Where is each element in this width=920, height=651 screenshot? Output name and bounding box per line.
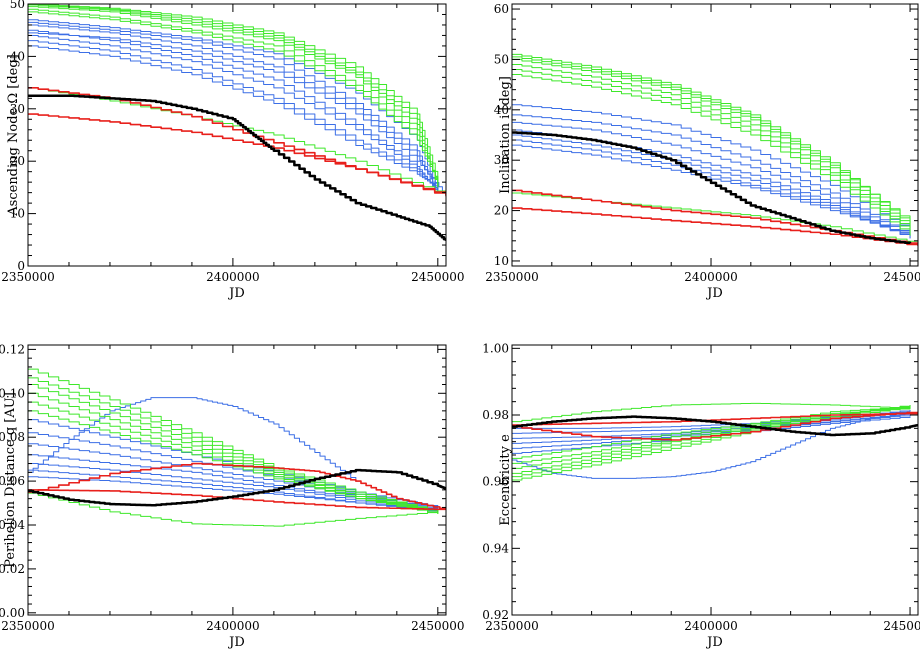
series-line-2 — [512, 411, 918, 441]
x-tick-label: 2400000 — [684, 270, 737, 284]
y-tick-label: 30 — [494, 153, 509, 167]
series-line-11 — [28, 476, 439, 510]
series-line-16 — [512, 56, 911, 224]
series-line-3 — [512, 402, 911, 423]
x-tick-label: 2450000 — [411, 619, 464, 633]
y-tick-label: 0 — [17, 259, 25, 273]
series-line-9 — [28, 21, 439, 193]
series-line-3 — [28, 19, 439, 191]
y-axis-label: Inclination i [deg] — [498, 76, 513, 194]
series-line-9 — [512, 139, 911, 239]
y-axis-label: Perihelion Distance q [AU] — [3, 392, 18, 568]
panel-top-left: 2350000 2400000 2450000 0 10 20 30 40 50 JD Ascend… — [1, 0, 464, 301]
series-line-17 — [28, 410, 439, 515]
panel-top-right: 2350000 2400000 2450000 10 20 30 40 50 60 JD Incli… — [485, 2, 920, 301]
x-tick-label: 2400000 — [206, 270, 259, 284]
series-group — [512, 53, 918, 246]
y-tick-label: 0.98 — [482, 408, 509, 422]
series-group — [28, 368, 446, 527]
series-line-15 — [28, 4, 439, 180]
y-axis-label: Eccentricity e — [498, 434, 513, 526]
panel-bottom-left: 2350000 2400000 2450000 0.00 0.02 0.04 0.06 0.0… — [0, 342, 465, 650]
series-line-0 — [28, 94, 446, 241]
y-tick-label: 20 — [10, 154, 25, 168]
plot-frame — [27, 3, 447, 267]
series-line-0 — [512, 131, 912, 244]
plot-frame — [511, 3, 919, 267]
y-tick-label: 0.08 — [0, 430, 25, 444]
y-tick-label: 20 — [494, 204, 509, 218]
series-line-16 — [512, 406, 911, 459]
series-line-4 — [512, 104, 911, 231]
series-line-8 — [28, 45, 439, 188]
series-line-12 — [512, 58, 911, 229]
y-tick-label: 0.96 — [482, 475, 509, 489]
series-line-5 — [512, 114, 911, 236]
y-tick-label: 50 — [10, 0, 25, 11]
series-group — [512, 402, 918, 481]
series-line-1 — [28, 489, 446, 511]
series-line-8 — [512, 134, 911, 239]
y-tick-label: 40 — [494, 103, 509, 117]
y-tick-label: 0.12 — [0, 342, 25, 356]
series-line-15 — [512, 408, 911, 464]
series-line-6 — [512, 121, 911, 236]
series-line-7 — [28, 443, 439, 508]
x-tick-label: 2350000 — [485, 270, 538, 284]
panel-bottom-right: 2350000 2400000 2450000 0.92 0.94 0.96 0.98 1.0… — [482, 341, 920, 650]
y-tick-label: 50 — [494, 52, 509, 66]
x-tick-label: 2350000 — [1, 270, 54, 284]
y-tick-label: 30 — [10, 102, 25, 116]
x-tick-label: 2450000 — [411, 270, 464, 284]
series-line-2 — [28, 462, 446, 510]
y-tick-label: 60 — [494, 2, 509, 16]
series-line-2 — [512, 207, 918, 246]
y-tick-label: 0.10 — [0, 386, 25, 400]
series-line-10 — [28, 32, 446, 196]
y-tick-label: 0.06 — [0, 474, 25, 488]
y-tick-label: 0.00 — [0, 606, 25, 620]
series-line-4 — [512, 413, 911, 479]
series-line-2 — [28, 113, 446, 197]
y-tick-label: 1.00 — [482, 341, 509, 355]
y-tick-label: 0.94 — [482, 541, 509, 555]
x-tick-label: 2350000 — [485, 619, 538, 633]
x-axis-label: JD — [227, 635, 245, 650]
y-axis-label: Ascending Node Ω [deg] — [6, 54, 21, 216]
y-tick-label: 10 — [10, 207, 25, 221]
series-line-15 — [512, 74, 911, 236]
series-line-14 — [28, 11, 439, 183]
x-tick-label: 2400000 — [684, 619, 737, 633]
series-line-16 — [28, 4, 439, 188]
series-line-14 — [512, 405, 911, 469]
series-line-0 — [512, 415, 918, 437]
x-tick-label: 2350000 — [1, 619, 54, 633]
series-line-13 — [512, 63, 911, 231]
x-axis-label: JD — [705, 635, 723, 650]
x-tick-label: 2450000 — [883, 270, 920, 284]
plot-frame — [27, 344, 447, 616]
x-axis-label: JD — [227, 286, 245, 301]
series-line-9 — [28, 463, 439, 510]
x-tick-label: 2450000 — [883, 619, 920, 633]
y-tick-label: 10 — [494, 254, 509, 268]
series-line-3 — [28, 492, 439, 527]
series-line-14 — [512, 69, 911, 234]
series-line-13 — [28, 377, 439, 512]
y-tick-label: 0.92 — [482, 608, 509, 622]
series-line-0 — [28, 468, 446, 507]
plot-frame — [511, 344, 919, 616]
y-tick-label: 40 — [10, 49, 25, 63]
x-tick-label: 2400000 — [206, 619, 259, 633]
x-axis-label: JD — [705, 286, 723, 301]
series-group — [28, 4, 446, 241]
y-tick-label: 0.04 — [0, 518, 25, 532]
y-tick-label: 0.02 — [0, 562, 25, 576]
